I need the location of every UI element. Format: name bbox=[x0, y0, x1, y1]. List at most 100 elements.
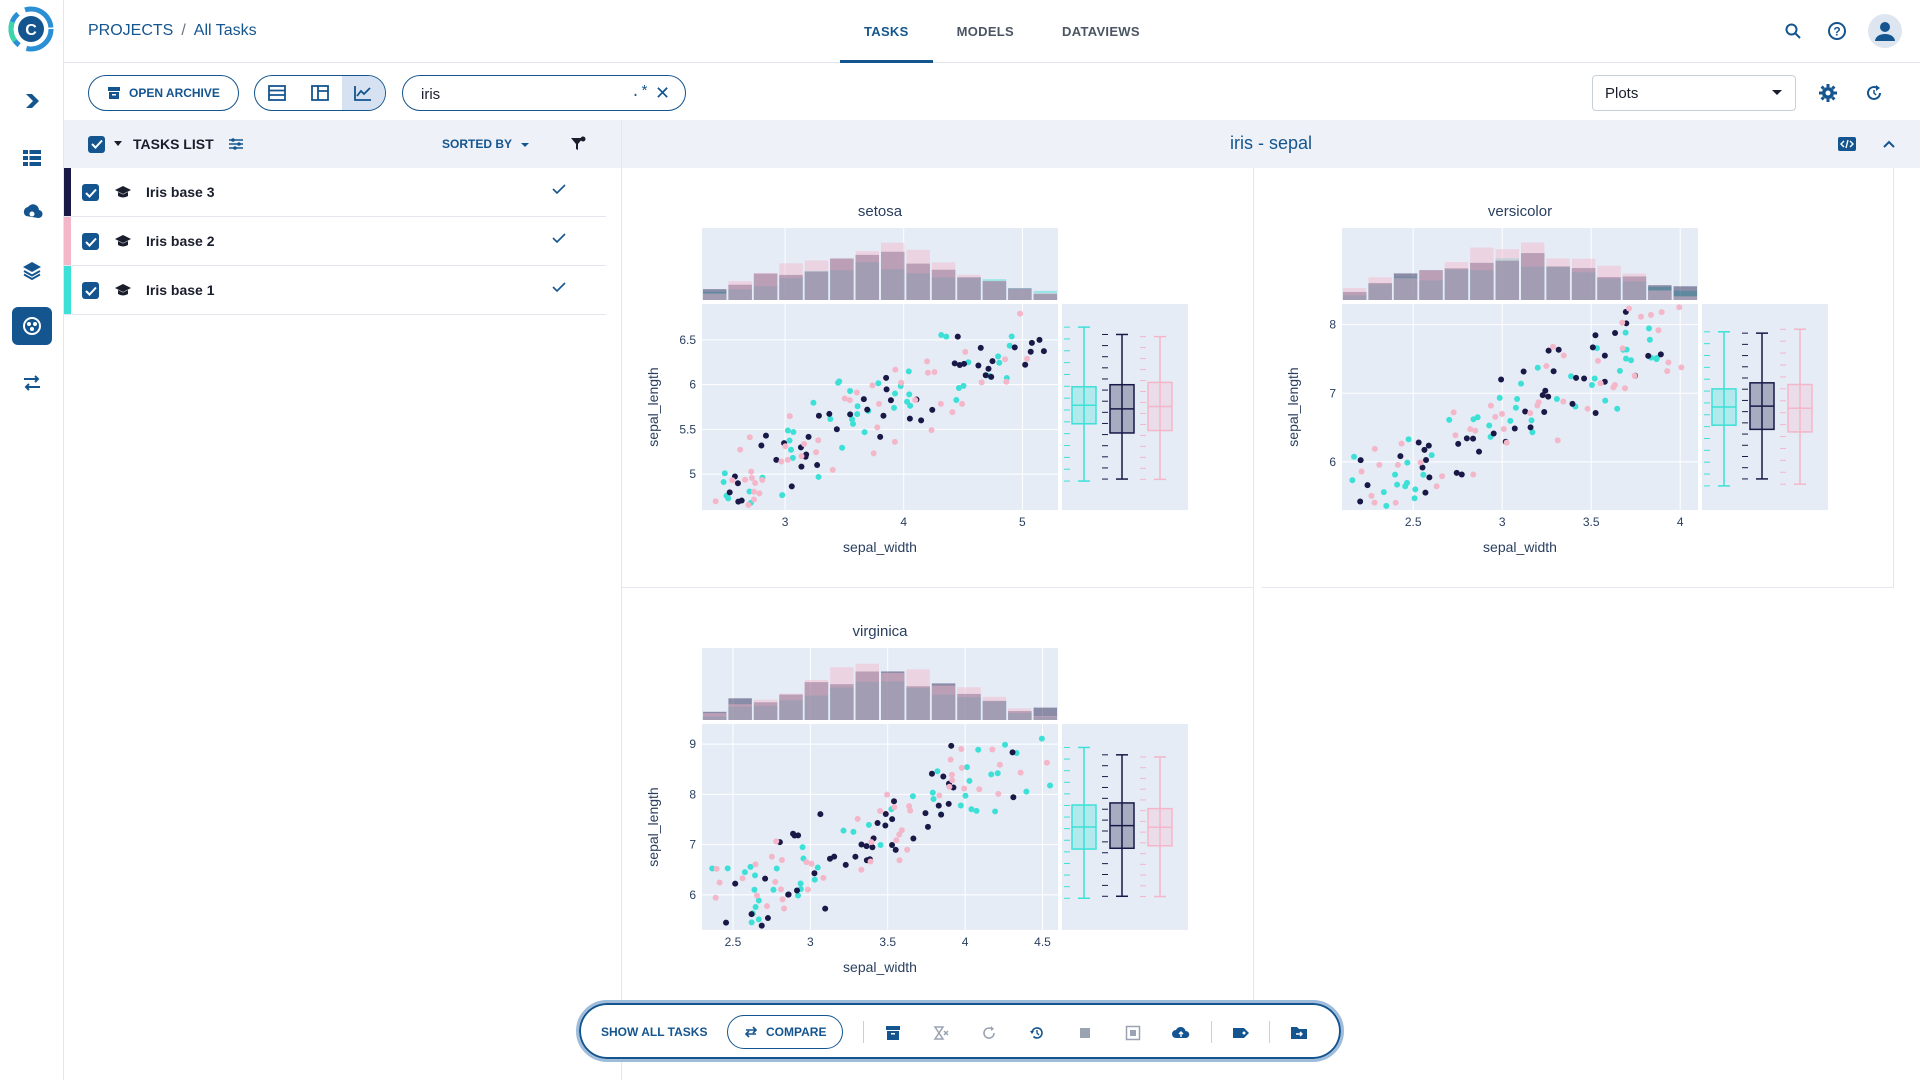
scatter-point bbox=[943, 333, 950, 340]
scatter-point bbox=[982, 372, 989, 379]
scatter-point bbox=[882, 810, 889, 817]
histogram-bar bbox=[753, 286, 778, 300]
filter-icon[interactable] bbox=[570, 136, 586, 152]
task-row[interactable]: Iris base 3 bbox=[64, 168, 606, 217]
task-checkbox[interactable] bbox=[82, 282, 99, 299]
tab-tasks[interactable]: TASKS bbox=[840, 0, 933, 63]
search-icon[interactable] bbox=[1780, 18, 1806, 44]
scatter-point bbox=[1017, 310, 1024, 317]
scatter-point bbox=[947, 756, 954, 763]
task-row[interactable]: Iris base 2 bbox=[64, 217, 606, 266]
open-archive-button[interactable]: OPEN ARCHIVE bbox=[88, 75, 239, 111]
details-view-icon[interactable] bbox=[298, 76, 341, 110]
compare-button[interactable]: COMPARE bbox=[727, 1015, 844, 1049]
clear-search-icon[interactable]: ✕ bbox=[655, 83, 671, 103]
histogram-background bbox=[702, 648, 1058, 720]
scatter-point bbox=[847, 387, 854, 394]
scatter-point bbox=[716, 879, 723, 886]
collapse-chevron-up-icon[interactable] bbox=[1882, 139, 1896, 149]
breadcrumb-projects-link[interactable]: PROJECTS bbox=[88, 22, 174, 39]
scatter-plot-svg[interactable]: versicolor 2.5 3 3.5 4 6 7 8 sepal_width sepal_le… bbox=[1262, 168, 1894, 588]
task-checkbox[interactable] bbox=[82, 233, 99, 250]
histogram-bar bbox=[1673, 286, 1697, 300]
nav-layers-icon[interactable] bbox=[12, 251, 52, 289]
publish-icon[interactable] bbox=[1121, 1021, 1145, 1045]
scatter-point bbox=[1455, 440, 1462, 447]
scatter-point bbox=[995, 790, 1002, 797]
nav-projects-icon[interactable] bbox=[12, 307, 52, 345]
stop-icon[interactable] bbox=[1073, 1021, 1097, 1045]
scatter-point bbox=[841, 395, 848, 402]
histogram-bar bbox=[906, 669, 930, 720]
scatter-point bbox=[1357, 457, 1364, 464]
nav-orchestration-icon[interactable] bbox=[12, 195, 52, 233]
help-icon[interactable]: ? bbox=[1824, 18, 1850, 44]
plots-title: iris - sepal bbox=[1229, 133, 1313, 153]
select-menu-chevron-icon[interactable] bbox=[113, 141, 123, 147]
history-icon[interactable] bbox=[1025, 1021, 1049, 1045]
view-select[interactable]: Plots bbox=[1592, 75, 1796, 111]
scatter-point bbox=[721, 470, 728, 477]
scatter-plot-svg[interactable]: setosa 3 4 5 5 5.5 6 6.5 sepal_width sepal_length bbox=[622, 168, 1254, 588]
search-input[interactable] bbox=[421, 84, 601, 104]
histogram-bar bbox=[728, 704, 752, 720]
show-all-tasks-button[interactable]: SHOW ALL TASKS bbox=[601, 1025, 708, 1039]
move-to-project-icon[interactable] bbox=[1287, 1021, 1311, 1045]
scatter-point bbox=[741, 869, 748, 876]
task-checkbox[interactable] bbox=[82, 184, 99, 201]
scatter-point bbox=[854, 403, 861, 410]
user-avatar-icon[interactable] bbox=[1868, 14, 1902, 48]
regex-toggle[interactable]: .* bbox=[631, 84, 650, 101]
scatter-point bbox=[904, 398, 911, 405]
scatter-point bbox=[840, 827, 847, 834]
histogram-bar bbox=[753, 705, 778, 720]
histogram-bar bbox=[1419, 280, 1443, 300]
histogram-bar bbox=[1470, 247, 1494, 300]
scatter-point bbox=[938, 331, 945, 338]
scatter-point bbox=[1553, 396, 1560, 403]
tag-icon[interactable] bbox=[1229, 1021, 1253, 1045]
auto-refresh-icon[interactable] bbox=[1863, 82, 1885, 104]
y-tick-label: 8 bbox=[1329, 318, 1336, 332]
scatter-point bbox=[752, 904, 759, 911]
scatter-point bbox=[896, 857, 903, 864]
archive-icon[interactable] bbox=[881, 1021, 905, 1045]
table-view-icon[interactable] bbox=[255, 76, 298, 110]
scatter-point bbox=[1036, 336, 1043, 343]
dequeue-icon[interactable] bbox=[929, 1021, 953, 1045]
scatter-point bbox=[1534, 364, 1541, 371]
clearml-logo[interactable]: C bbox=[8, 6, 54, 52]
upload-cloud-icon[interactable] bbox=[1169, 1021, 1193, 1045]
tab-dataviews[interactable]: DATAVIEWS bbox=[1062, 24, 1140, 39]
scatter-point bbox=[946, 783, 953, 790]
y-tick-label: 7 bbox=[1329, 386, 1336, 400]
histogram-bar bbox=[906, 686, 930, 720]
select-all-checkbox[interactable] bbox=[88, 135, 105, 153]
scatter-point bbox=[1520, 368, 1527, 375]
nav-pipelines-icon[interactable] bbox=[12, 82, 52, 120]
training-task-type-icon bbox=[114, 282, 132, 303]
task-row[interactable]: Iris base 1 bbox=[64, 266, 606, 315]
reset-icon[interactable] bbox=[977, 1021, 1001, 1045]
tab-models[interactable]: MODELS bbox=[956, 24, 1015, 39]
scatter-plot-svg[interactable]: virginica 2.5 3 3.5 4 4.5 6 7 8 9 sepal_width sepal… bbox=[622, 588, 1254, 1008]
scatter-point bbox=[1458, 471, 1465, 478]
histogram-bar bbox=[1008, 711, 1032, 720]
histogram-bar bbox=[1008, 288, 1032, 300]
histogram-bar bbox=[779, 263, 803, 300]
settings-gear-icon[interactable] bbox=[1817, 82, 1839, 104]
embed-code-icon[interactable] bbox=[1838, 137, 1856, 151]
compare-plots-view-icon[interactable] bbox=[341, 76, 385, 110]
nav-reports-icon[interactable] bbox=[12, 364, 52, 402]
scatter-point bbox=[960, 382, 967, 389]
tasks-list-panel: TASKS LIST SORTED BY Iris base 3 Iris bas… bbox=[64, 120, 622, 1080]
sorted-by-button[interactable]: SORTED BY bbox=[442, 137, 530, 151]
nav-datasets-icon[interactable] bbox=[12, 139, 52, 177]
scatter-point bbox=[940, 773, 947, 780]
scatter-point bbox=[790, 429, 797, 436]
scatter-point bbox=[992, 808, 999, 815]
filter-settings-icon[interactable] bbox=[228, 137, 244, 151]
breadcrumb-current[interactable]: All Tasks bbox=[193, 22, 257, 39]
scatter-point bbox=[762, 875, 769, 882]
scatter-point bbox=[1658, 309, 1665, 316]
